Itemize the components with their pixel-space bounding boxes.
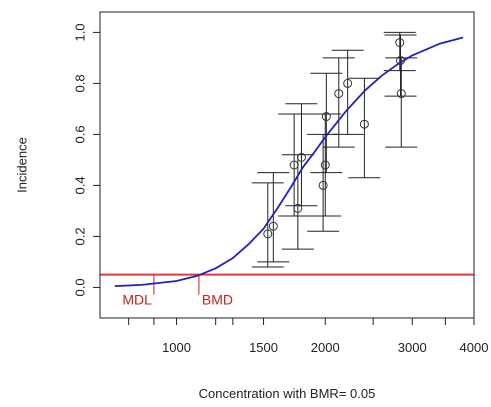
- fit-curve: [114, 36, 464, 287]
- x-tick-label: 4000: [460, 340, 489, 355]
- data-point: [396, 89, 406, 99]
- data-point: [320, 160, 330, 170]
- y-tick-label: 0.2: [73, 227, 88, 245]
- data-point: [293, 203, 303, 213]
- data-point: [296, 152, 306, 162]
- y-tick-label: 0.8: [73, 74, 88, 92]
- data-point: [334, 89, 344, 99]
- plot-area: 1000 1500 2000 3000 4000 0.0 0.2 0.4 0.6 0.8 1.0 MD…: [73, 23, 489, 355]
- data-point: [395, 38, 405, 48]
- plot-frame: [99, 11, 475, 319]
- x-tick-label: 1000: [162, 340, 191, 355]
- data-point: [321, 112, 331, 122]
- y-tick-label: 0.6: [73, 125, 88, 143]
- data-point: [268, 221, 278, 231]
- annotation-label: MDL: [122, 292, 152, 308]
- y-tick-label: 0.4: [73, 176, 88, 194]
- data-point: [263, 229, 273, 239]
- y-tick-label: 1.0: [73, 23, 88, 41]
- x-axis-label: Concentration with BMR= 0.05: [199, 386, 376, 401]
- x-tick-label: 1500: [249, 340, 278, 355]
- data-point: [318, 180, 328, 190]
- y-axis-label: Incidence: [15, 137, 30, 193]
- data-point: [343, 78, 353, 88]
- y-tick-label: 0.0: [73, 278, 88, 296]
- x-tick-label: 3000: [398, 340, 427, 355]
- data-point: [359, 119, 369, 129]
- x-tick-label: 2000: [311, 340, 340, 355]
- annotation-label: BMD: [202, 292, 233, 308]
